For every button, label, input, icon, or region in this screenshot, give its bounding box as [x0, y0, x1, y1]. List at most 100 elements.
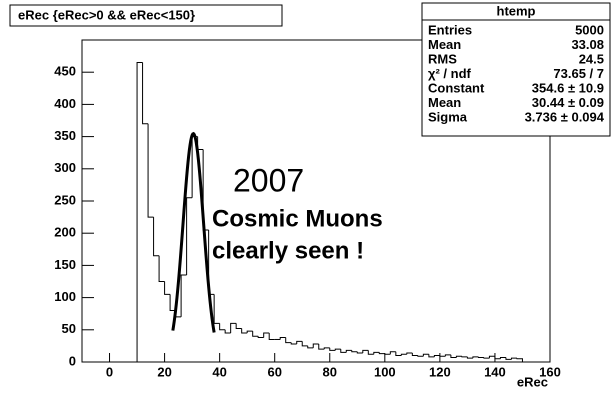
stats-value: 5000 — [575, 22, 604, 37]
stats-value: 30.44 ± 0.09 — [532, 95, 604, 110]
stats-label: Entries — [428, 22, 472, 37]
stats-label: RMS — [428, 51, 457, 66]
stats-label: Mean — [428, 95, 461, 110]
histogram-bin — [455, 355, 462, 358]
chart-title: eRec {eRec>0 && eRec<150} — [18, 7, 195, 22]
histogram-bin — [417, 355, 424, 357]
x-tick-label: 100 — [374, 364, 396, 379]
y-tick-label: 450 — [54, 64, 76, 79]
histogram-bin — [384, 353, 391, 355]
histogram-bin — [483, 357, 490, 359]
stats-label: Mean — [428, 37, 461, 52]
y-tick-label: 400 — [54, 96, 76, 111]
histogram-bin — [477, 356, 484, 358]
histogram-bin — [164, 281, 171, 295]
x-tick-label: 80 — [323, 364, 337, 379]
title-box — [9, 4, 283, 27]
histogram-bin — [241, 328, 248, 334]
x-tick-label: 40 — [212, 364, 226, 379]
histogram-bin — [290, 342, 297, 345]
histogram-bin — [329, 347, 336, 351]
histogram-bin — [505, 357, 512, 360]
histogram-bin — [142, 62, 149, 125]
histogram-bin — [318, 343, 325, 350]
y-tick-label: 0 — [69, 353, 76, 368]
histogram-bin — [252, 331, 259, 337]
histogram-bin — [516, 358, 523, 362]
stats-value: 3.736 ± 0.094 — [525, 109, 605, 124]
fit-curve — [171, 131, 216, 333]
histogram-bin — [444, 354, 451, 357]
x-tick-label: 0 — [106, 364, 113, 379]
histogram-bin — [494, 356, 501, 360]
histogram-bin — [263, 332, 270, 338]
y-tick-label: 50 — [62, 321, 76, 336]
histogram-bin — [395, 351, 402, 357]
stats-box — [421, 2, 611, 137]
x-tick-label: 160 — [539, 364, 561, 379]
histogram-bin — [246, 330, 253, 334]
histogram-bin — [219, 323, 226, 331]
histogram-bin — [499, 356, 506, 359]
stats-value: 33.08 — [571, 37, 604, 52]
histogram-bin — [334, 348, 341, 351]
histogram-bin — [450, 354, 457, 358]
y-tick-label: 200 — [54, 225, 76, 240]
x-axis-label: eRec — [517, 374, 548, 389]
histogram-bin — [378, 352, 385, 355]
histogram-bin — [323, 347, 330, 350]
histogram-bin — [400, 353, 407, 356]
histogram-bin — [472, 356, 479, 359]
annotation: Cosmic Muons — [212, 205, 383, 232]
y-tick-label: 250 — [54, 192, 76, 207]
histogram-bin — [389, 351, 396, 355]
histogram-bin — [180, 274, 187, 317]
histogram-bin — [461, 356, 468, 358]
y-tick-label: 100 — [54, 289, 76, 304]
histogram-bin — [510, 357, 517, 360]
stats-label: Constant — [428, 80, 485, 95]
y-tick-label: 150 — [54, 257, 76, 272]
histogram-bin — [301, 341, 308, 347]
histogram-bin — [406, 352, 413, 355]
histogram-bin — [367, 350, 374, 355]
y-tick-label: 350 — [54, 128, 76, 143]
histogram-bin — [488, 355, 495, 359]
stats-label: Sigma — [428, 109, 468, 124]
histogram-bin — [307, 345, 314, 349]
histogram-bin — [285, 337, 292, 344]
histogram-bin — [373, 351, 380, 355]
x-tick-label: 120 — [429, 364, 451, 379]
histogram-bin — [147, 123, 154, 218]
histogram-bin — [439, 355, 446, 357]
stats-value: 73.65 / 7 — [553, 66, 604, 81]
x-tick-label: 60 — [267, 364, 281, 379]
histogram-bin — [268, 333, 275, 340]
histogram-bin — [296, 340, 303, 344]
histogram-bin — [340, 349, 347, 353]
histogram-bin — [428, 354, 435, 358]
histogram-bin — [136, 62, 143, 362]
histogram-bin — [345, 349, 352, 353]
x-tick-label: 20 — [157, 364, 171, 379]
annotation: 2007 — [233, 162, 304, 198]
histogram-bin — [153, 217, 160, 257]
stats-label: χ² / ndf — [428, 66, 472, 81]
histogram-bin — [186, 197, 193, 276]
y-tick-label: 300 — [54, 160, 76, 175]
stats-title: htemp — [497, 3, 536, 18]
annotation: clearly seen ! — [212, 237, 364, 264]
x-tick-label: 140 — [484, 364, 506, 379]
histogram-bin — [279, 337, 286, 340]
histogram-bin — [411, 352, 418, 357]
histogram-bin — [235, 323, 242, 330]
histogram-bin — [230, 322, 237, 334]
histogram-bin — [466, 356, 473, 359]
histogram-bin — [224, 329, 231, 334]
histogram-bin — [433, 355, 440, 357]
histogram-bin — [158, 255, 165, 282]
stats-value: 354.6 ± 10.9 — [532, 80, 604, 95]
stats-value: 24.5 — [579, 51, 604, 66]
histogram-bin — [356, 351, 363, 354]
